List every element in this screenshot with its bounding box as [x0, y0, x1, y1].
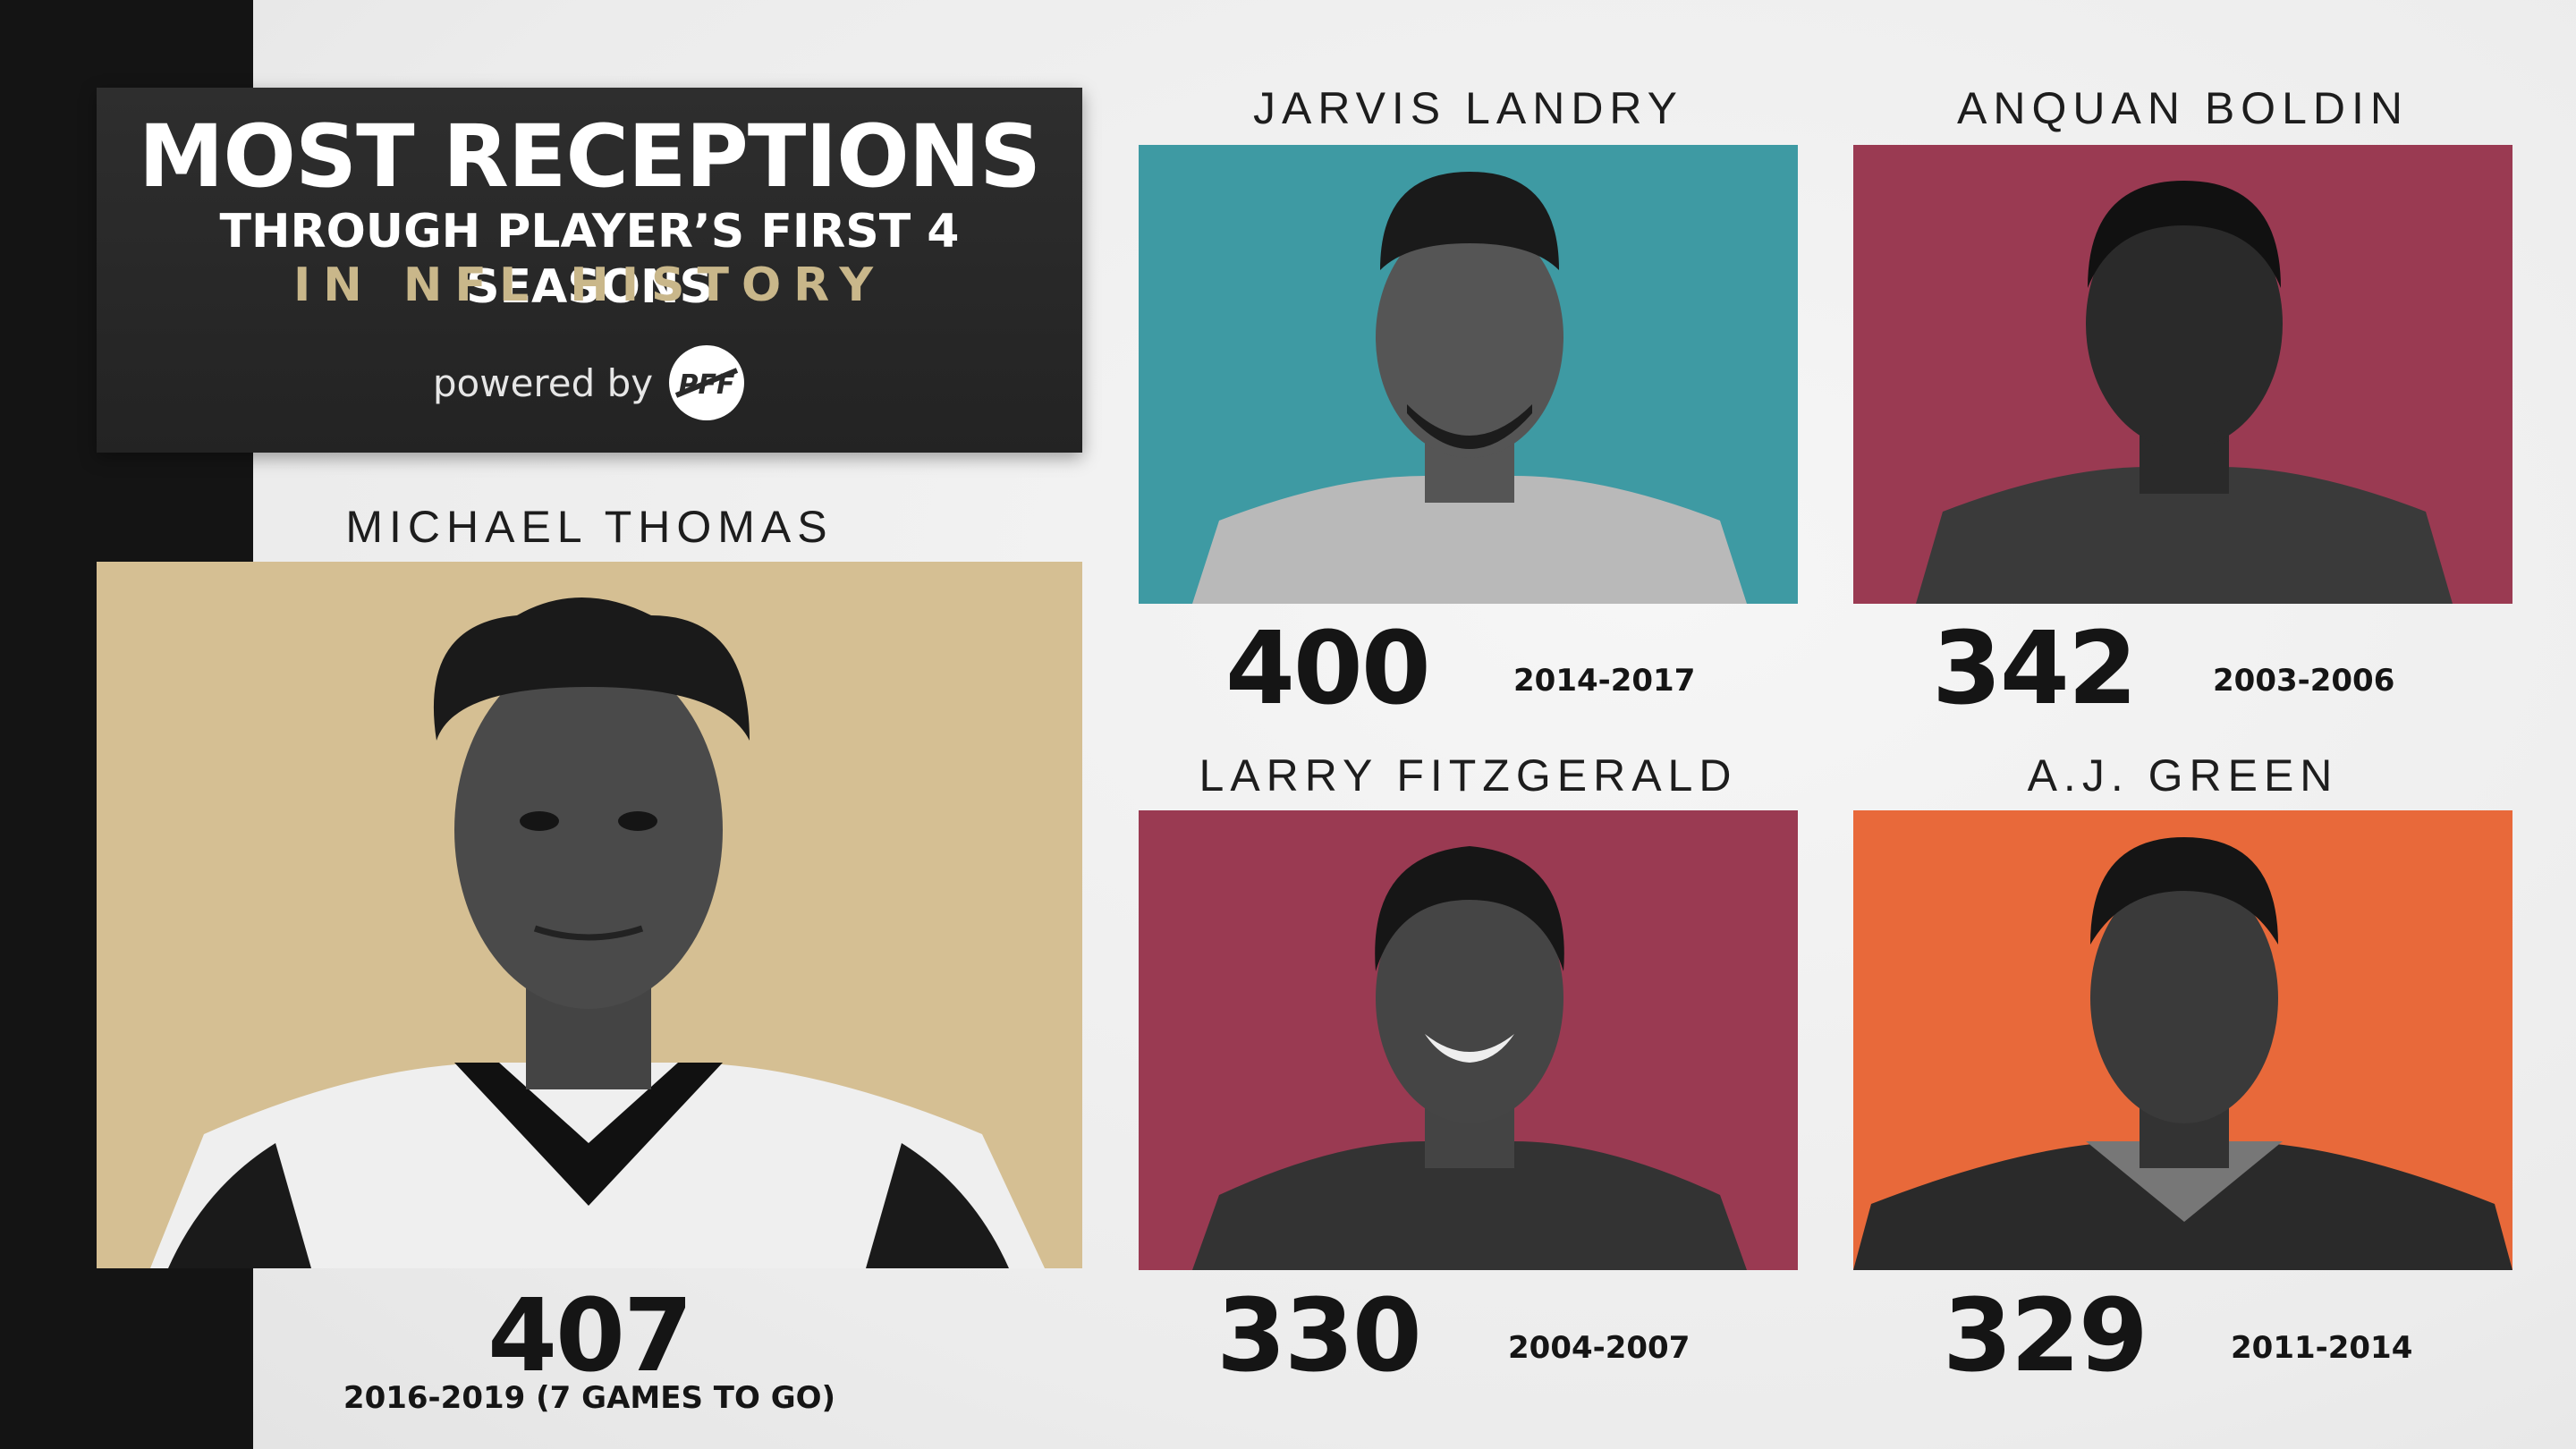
page-subtitle: THROUGH PLAYER’S FIRST 4 SEASONS [219, 205, 960, 315]
pff-logo-text: PFF [679, 369, 735, 401]
portrait-silhouette-thomas [150, 597, 1045, 1268]
portrait-silhouette-green [1853, 837, 2512, 1270]
receptions-landry: 400 [1225, 611, 1431, 727]
page-title: MOST RECEPTIONS [138, 106, 1041, 207]
player-photo-boldin [1853, 145, 2512, 604]
portrait-silhouette-landry [1192, 172, 1747, 604]
years-fitzgerald: 2004-2007 [1508, 1330, 1690, 1366]
powered-by: powered by PFF [97, 343, 1082, 422]
player-photo-thomas [97, 562, 1082, 1268]
powered-by-label: powered by [432, 360, 654, 405]
player-name-fitzgerald: LARRY FITZGERALD [1199, 750, 1738, 801]
receptions-thomas: 407 [487, 1278, 693, 1394]
player-name-boldin: ANQUAN BOLDIN [1957, 83, 2409, 133]
portrait-silhouette-boldin [1916, 181, 2453, 604]
years-green: 2011-2014 [2231, 1330, 2413, 1366]
receptions-fitzgerald: 330 [1216, 1278, 1422, 1394]
receptions-green: 329 [1943, 1278, 2148, 1394]
title-card: MOST RECEPTIONS THROUGH PLAYER’S FIRST 4… [97, 88, 1082, 453]
page-subtitle-history: IN NFL HISTORY [292, 258, 886, 312]
player-photo-landry [1139, 145, 1798, 604]
years-landry: 2014-2017 [1513, 663, 1696, 699]
pff-logo-icon: PFF [669, 345, 745, 420]
years-thomas: 2016-2019 (7 GAMES TO GO) [343, 1380, 836, 1416]
receptions-boldin: 342 [1932, 611, 2138, 727]
player-photo-fitzgerald [1139, 810, 1798, 1270]
portrait-silhouette-fitzgerald [1192, 846, 1747, 1270]
player-name-green: A.J. GREEN [2027, 750, 2339, 801]
player-name-thomas: MICHAEL THOMAS [345, 502, 834, 552]
player-photo-green [1853, 810, 2512, 1270]
player-name-landry: JARVIS LANDRY [1253, 83, 1683, 133]
years-boldin: 2003-2006 [2213, 663, 2395, 699]
